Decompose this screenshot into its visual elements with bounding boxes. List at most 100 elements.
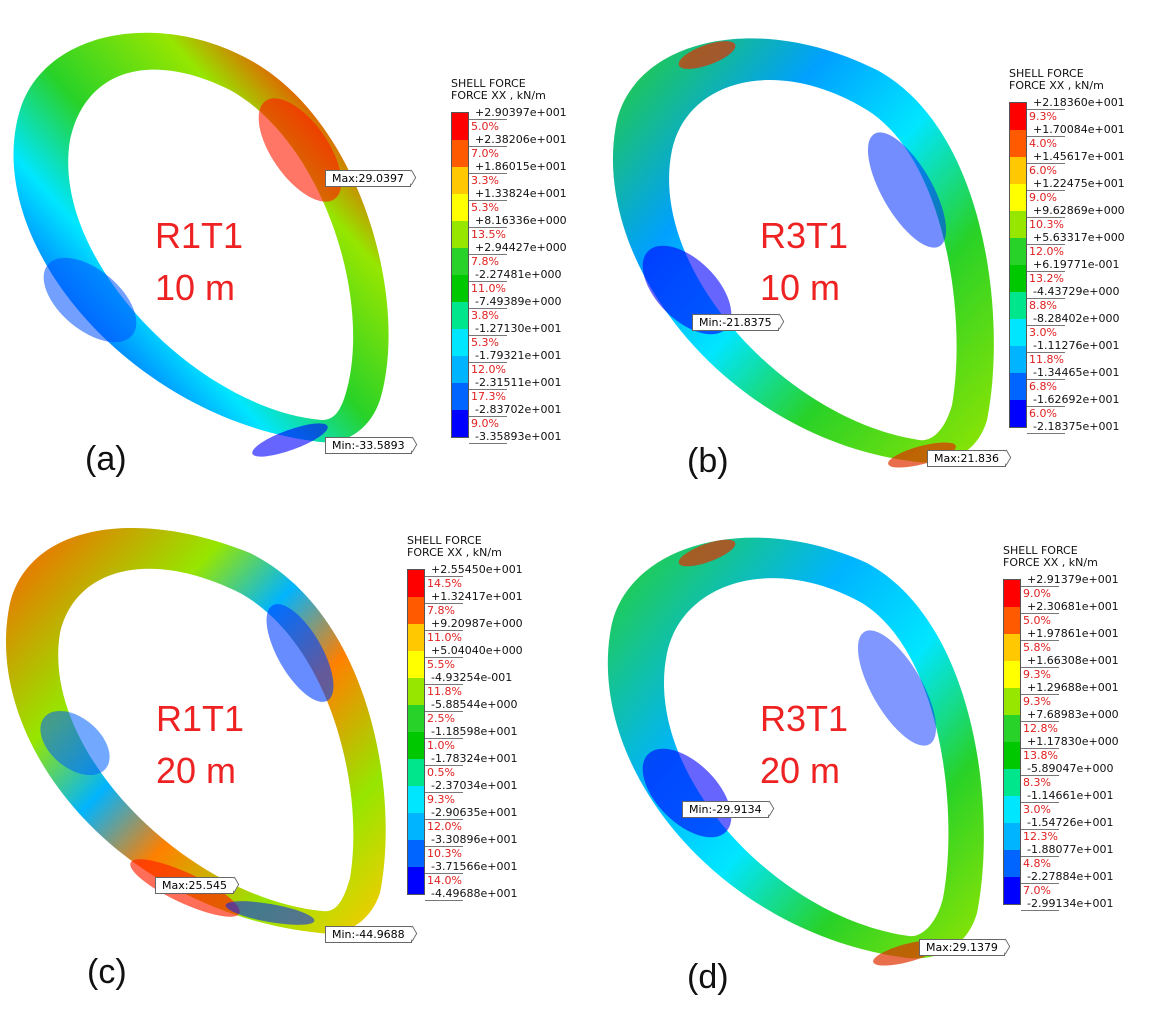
legend-level-label: +1.33824e+001	[475, 187, 567, 200]
legend-swatch	[1004, 661, 1020, 688]
legend-level-label: -1.14661e+001	[1027, 789, 1114, 802]
legend-tick-line	[469, 362, 507, 363]
legend-tick-line	[1027, 433, 1065, 434]
case-name: R1T1	[156, 698, 245, 739]
legend-subtitle: FORCE XX , kN/m	[407, 546, 502, 559]
legend-tick-line	[1027, 298, 1065, 299]
legend-swatch	[1004, 742, 1020, 769]
legend-tick-line	[1027, 190, 1065, 191]
legend-percent-label: 9.3%	[1023, 668, 1051, 681]
legend-swatch	[408, 624, 424, 651]
legend-level-label: -7.49389e+000	[475, 295, 562, 308]
legend-tick-line	[469, 173, 507, 174]
case-name: R3T1	[760, 215, 849, 256]
legend: SHELL FORCE FORCE XX , kN/m +2.18360e+00…	[1009, 68, 1149, 436]
legend-swatch	[1004, 769, 1020, 796]
legend-swatch	[408, 867, 424, 894]
max-callout: Max:25.545	[155, 877, 234, 894]
case-name: R3T1	[760, 698, 849, 739]
legend-tick-line	[425, 792, 463, 793]
legend-tick-line	[469, 443, 507, 444]
legend-percent-label: 7.8%	[471, 255, 499, 268]
legend-percent-label: 5.3%	[471, 336, 499, 349]
legend-swatch	[1010, 157, 1026, 184]
legend-level-label: +1.32417e+001	[431, 590, 523, 603]
legend-level-label: +9.62869e+000	[1033, 204, 1125, 217]
legend-level-label: -2.27884e+001	[1027, 870, 1114, 883]
legend-tick-line	[1027, 109, 1065, 110]
legend-level-label: +1.45617e+001	[1033, 150, 1125, 163]
legend-level-label: +1.70084e+001	[1033, 123, 1125, 136]
legend-tick-line	[1021, 586, 1059, 587]
legend-swatch	[1010, 346, 1026, 373]
legend-level-label: -1.54726e+001	[1027, 816, 1114, 829]
legend-level-label: -1.78324e+001	[431, 752, 518, 765]
legend-swatch	[408, 570, 424, 597]
legend-percent-label: 6.0%	[1029, 407, 1057, 420]
legend-percent-label: 4.0%	[1029, 137, 1057, 150]
legend-title: SHELL FORCE	[451, 77, 526, 90]
legend-level-label: +1.22475e+001	[1033, 177, 1125, 190]
legend-tick-line	[1021, 694, 1059, 695]
case-label: R1T1 10 m	[155, 210, 243, 314]
legend-percent-label: 5.0%	[1023, 614, 1051, 627]
legend-swatch	[452, 248, 468, 275]
legend-tick-line	[425, 819, 463, 820]
legend-level-label: -4.43729e+000	[1033, 285, 1120, 298]
legend-swatch	[1010, 373, 1026, 400]
legend-title: SHELL FORCE	[407, 534, 482, 547]
legend-tick-line	[469, 335, 507, 336]
legend-percent-label: 7.8%	[427, 604, 455, 617]
legend-level-label: +5.63317e+000	[1033, 231, 1125, 244]
legend-percent-label: 5.5%	[427, 658, 455, 671]
legend-swatch	[1004, 877, 1020, 904]
legend-percent-label: 3.3%	[471, 174, 499, 187]
panel-d: R3T1 20 m (d) Min:-29.9134 Max:29.1379 S…	[577, 513, 1154, 1026]
legend-swatch	[1010, 265, 1026, 292]
legend-tick-line	[1021, 775, 1059, 776]
legend-percent-label: 14.5%	[427, 577, 462, 590]
legend-level-label: +1.29688e+001	[1027, 681, 1119, 694]
legend-percent-label: 2.5%	[427, 712, 455, 725]
legend-percent-label: 17.3%	[471, 390, 506, 403]
legend-swatch	[1010, 103, 1026, 130]
legend-colorbar	[1009, 102, 1027, 428]
legend-subtitle: FORCE XX , kN/m	[451, 89, 546, 102]
legend-percent-label: 5.0%	[471, 120, 499, 133]
legend-level-label: +2.55450e+001	[431, 563, 523, 576]
legend-percent-label: 11.8%	[427, 685, 462, 698]
legend-swatch	[452, 113, 468, 140]
legend-percent-label: 13.2%	[1029, 272, 1064, 285]
legend-tick-line	[469, 146, 507, 147]
legend-colorbar	[407, 569, 425, 895]
legend-percent-label: 14.0%	[427, 874, 462, 887]
legend-tick-line	[1021, 910, 1059, 911]
legend-swatch	[1010, 130, 1026, 157]
legend-tick-line	[1021, 640, 1059, 641]
legend-tick-line	[425, 603, 463, 604]
legend-percent-label: 0.5%	[427, 766, 455, 779]
ring-contour-plot-a	[13, 32, 389, 457]
legend-tick-line	[1027, 379, 1065, 380]
legend-level-label: +5.04040e+000	[431, 644, 523, 657]
legend-percent-label: 1.0%	[427, 739, 455, 752]
legend-tick-line	[425, 684, 463, 685]
legend-tick-line	[469, 227, 507, 228]
legend-colorbar	[451, 112, 469, 438]
legend-swatch	[408, 651, 424, 678]
legend-level-label: -8.28402e+000	[1033, 312, 1120, 325]
legend-level-label: -3.71566e+001	[431, 860, 518, 873]
legend-swatch	[452, 221, 468, 248]
legend-level-label: +8.16336e+000	[475, 214, 567, 227]
panel-c: R1T1 20 m (c) Max:25.545 Min:-44.9688 SH…	[0, 513, 577, 1026]
legend-percent-label: 3.8%	[471, 309, 499, 322]
legend-level-label: +1.97861e+001	[1027, 627, 1119, 640]
case-depth: 20 m	[760, 750, 841, 791]
legend-level-label: +2.90397e+001	[475, 106, 567, 119]
legend-percent-label: 10.3%	[427, 847, 462, 860]
legend-swatch	[1010, 319, 1026, 346]
legend-level-label: -3.30896e+001	[431, 833, 518, 846]
legend-tick-line	[1027, 163, 1065, 164]
legend-level-label: -2.83702e+001	[475, 403, 562, 416]
legend-swatch	[452, 302, 468, 329]
